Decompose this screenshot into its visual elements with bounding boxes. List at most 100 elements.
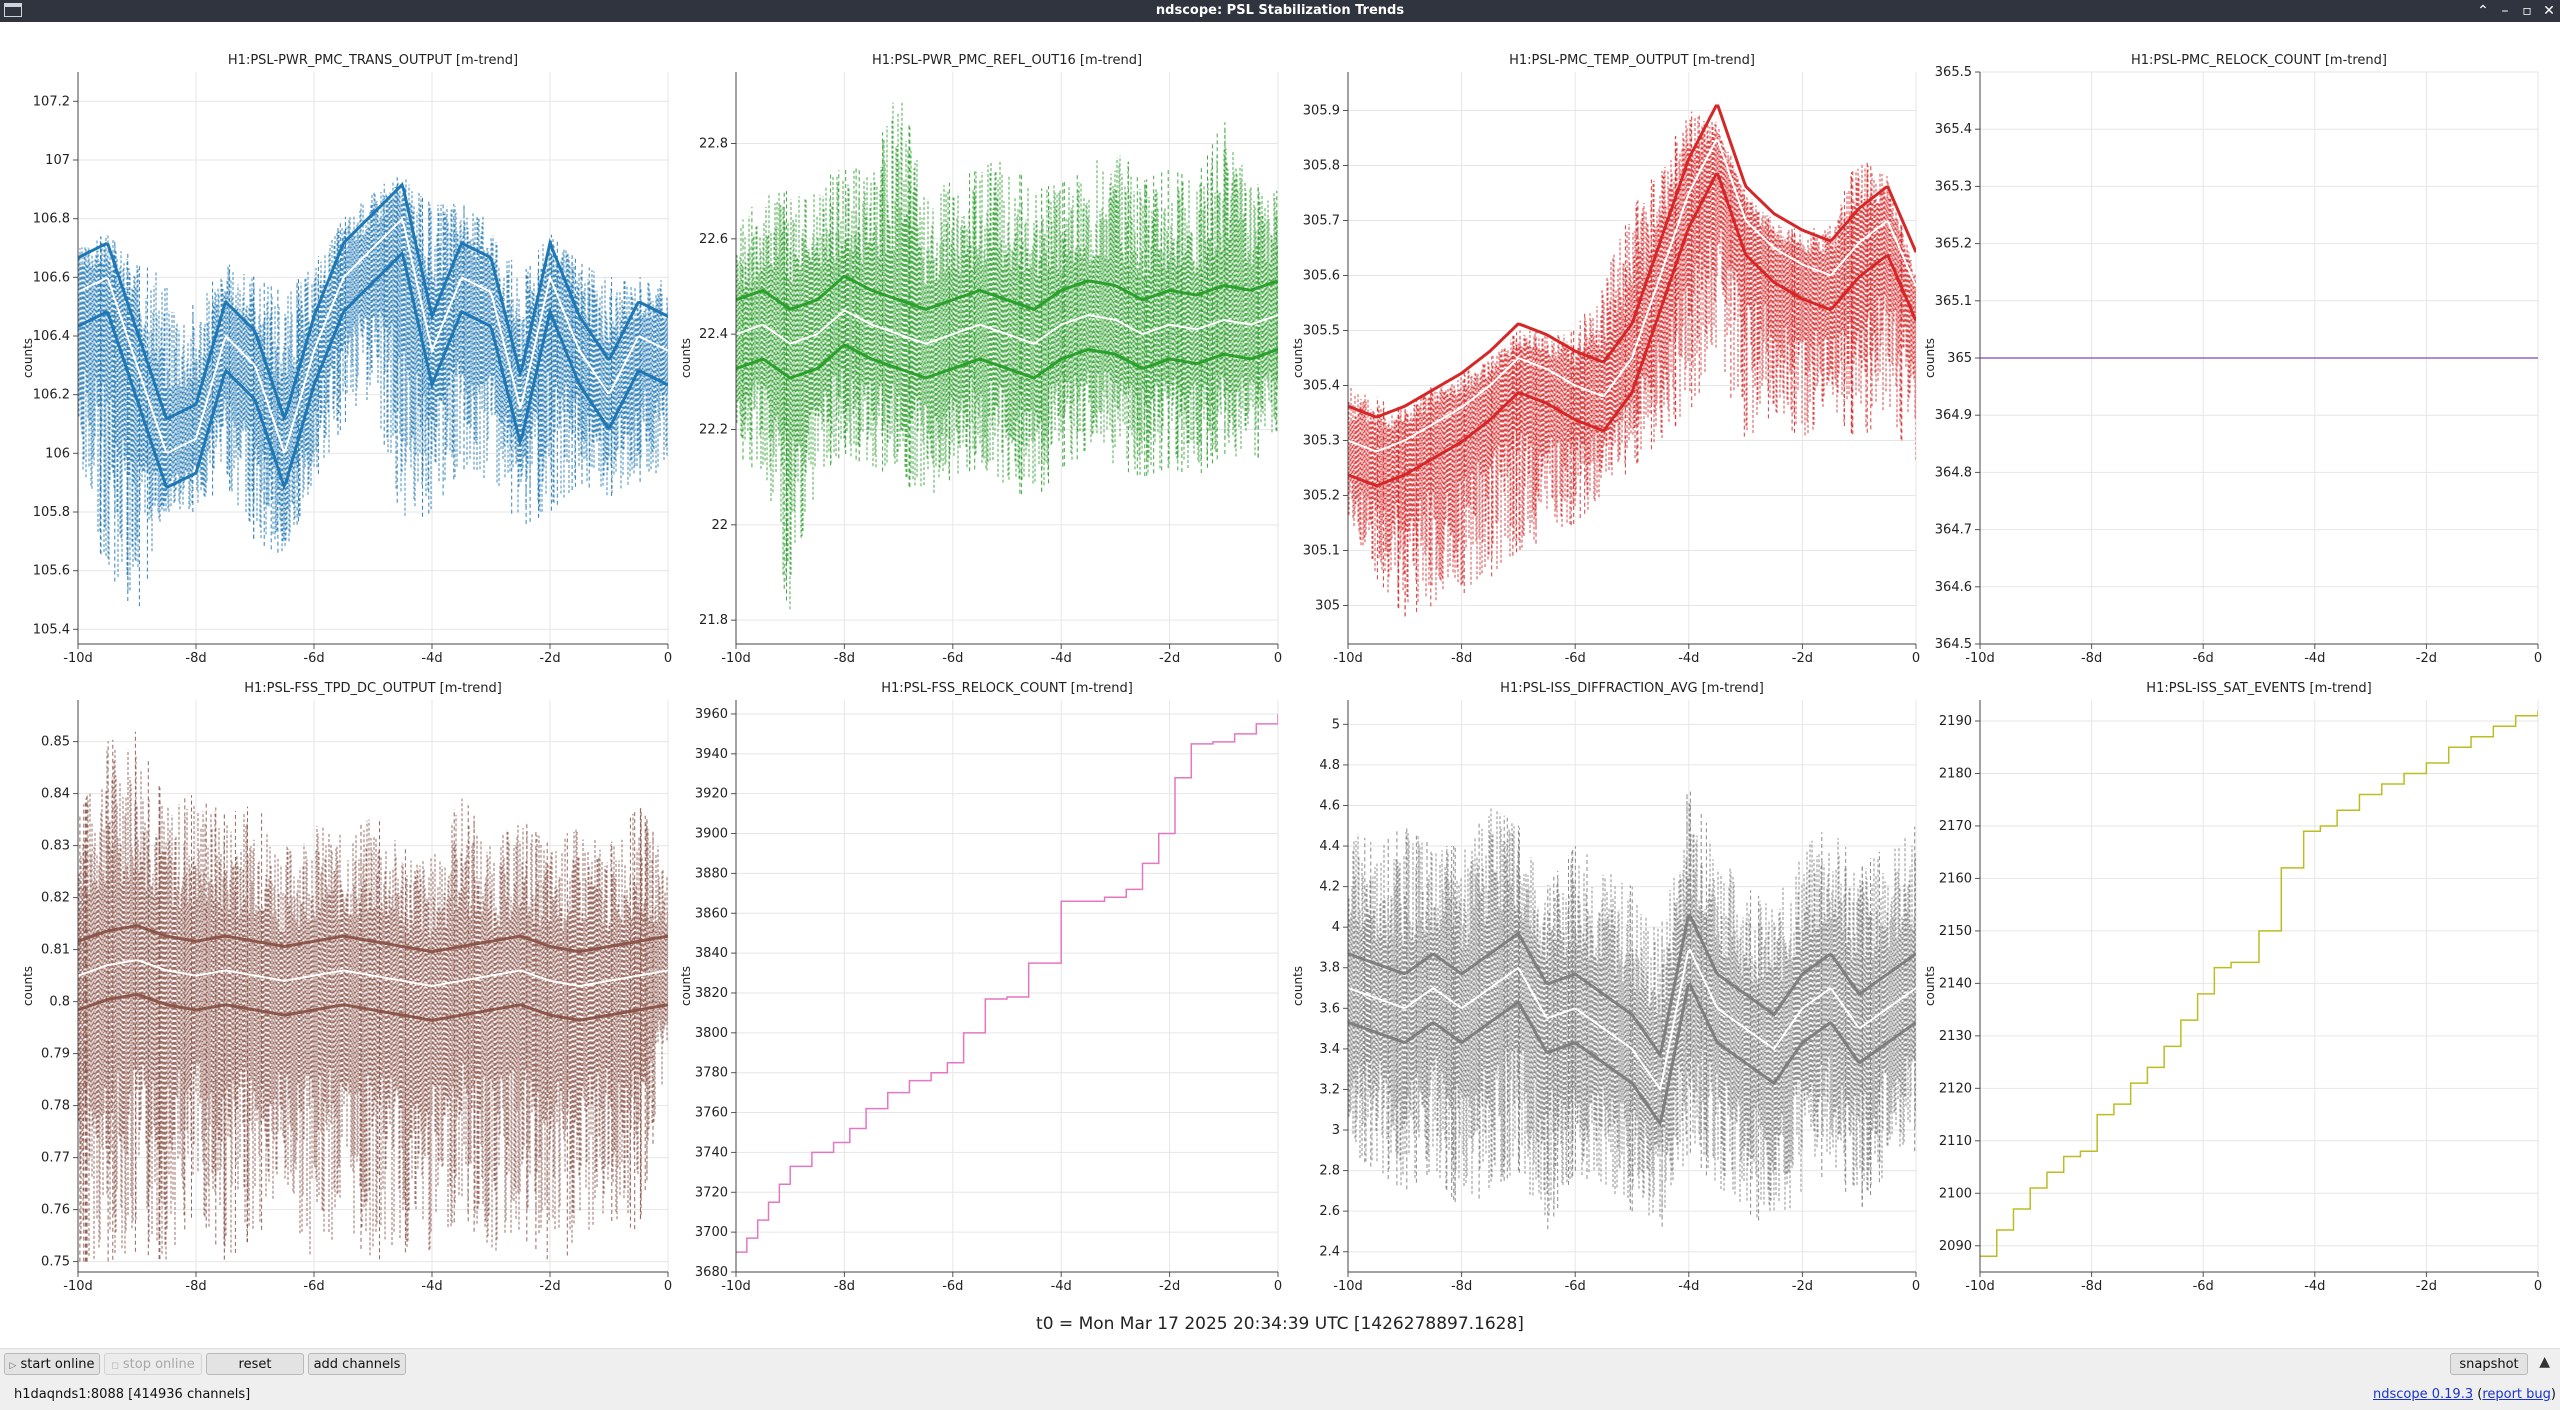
x-tick-label: 0 <box>664 1279 672 1294</box>
x-tick-label: 0 <box>2534 1279 2542 1294</box>
y-tick-label: 2130 <box>1939 1029 1972 1044</box>
y-tick-label: 0.78 <box>41 1099 70 1114</box>
x-tick-label: -2d <box>2416 1279 2437 1294</box>
series-mean-line <box>736 309 1278 345</box>
y-tick-label: 22.8 <box>699 137 728 152</box>
plot-panel[interactable]: H1:PSL-PMC_RELOCK_COUNT [m-trend] counts -… <box>1923 53 2542 666</box>
y-tick-label: 4.8 <box>1319 758 1340 773</box>
series-mean-line <box>78 959 668 988</box>
y-tick-label: 305.6 <box>1303 269 1340 284</box>
plot-title: H1:PSL-FSS_TPD_DC_OUTPUT [m-trend] <box>244 681 502 696</box>
y-tick-label: 364.9 <box>1935 408 1972 423</box>
plot-panel[interactable]: H1:PSL-FSS_RELOCK_COUNT [m-trend] counts -… <box>679 681 1282 1294</box>
y-tick-label: 3.2 <box>1319 1082 1340 1097</box>
window-keep-above-icon[interactable]: ⌃ <box>2477 3 2489 19</box>
x-tick-label: -8d <box>834 651 855 666</box>
plot-panel[interactable]: H1:PSL-PMC_TEMP_OUTPUT [m-trend] counts -1… <box>1291 53 1920 666</box>
y-tick-label: 106 <box>45 446 70 461</box>
y-tick-label: 2160 <box>1939 871 1972 886</box>
y-tick-label: 305.8 <box>1303 159 1340 174</box>
y-tick-label: 3700 <box>695 1225 728 1240</box>
plot-title: H1:PSL-PMC_TEMP_OUTPUT [m-trend] <box>1509 53 1755 68</box>
y-tick-label: 305.4 <box>1303 379 1340 394</box>
nds-server: h1daqnds1:8088 <box>14 1387 124 1402</box>
x-tick-label: -4d <box>421 651 442 666</box>
collapse-arrow-icon[interactable]: ▲ <box>2539 1354 2550 1370</box>
series-mean-line <box>78 924 668 954</box>
y-tick-label: 0.82 <box>41 891 70 906</box>
y-axis-label: counts <box>21 966 35 1006</box>
plot-panel[interactable]: H1:PSL-FSS_TPD_DC_OUTPUT [m-trend] counts… <box>21 681 672 1294</box>
plot-panel[interactable]: H1:PSL-PWR_PMC_REFL_OUT16 [m-trend] count… <box>679 53 1282 666</box>
y-tick-label: 364.6 <box>1935 580 1972 595</box>
x-tick-label: -8d <box>2081 651 2102 666</box>
plot-panel[interactable]: H1:PSL-PWR_PMC_TRANS_OUTPUT [m-trend] cou… <box>21 53 672 666</box>
x-tick-label: 0 <box>664 651 672 666</box>
plot-title: H1:PSL-ISS_DIFFRACTION_AVG [m-trend] <box>1500 681 1764 696</box>
ndscope-link[interactable]: ndscope 0.19.3 <box>2372 1387 2474 1402</box>
plot-data <box>1348 104 1916 617</box>
plot-data <box>1348 788 1916 1230</box>
y-tick-label: 2090 <box>1939 1239 1972 1254</box>
app-window-icon <box>4 3 22 17</box>
y-tick-label: 365.3 <box>1935 179 1972 194</box>
plot-panel[interactable]: H1:PSL-ISS_DIFFRACTION_AVG [m-trend] coun… <box>1291 681 1920 1294</box>
y-tick-label: 365 <box>1947 351 1972 366</box>
x-tick-label: -2d <box>1159 651 1180 666</box>
plot-panel[interactable]: H1:PSL-ISS_SAT_EVENTS [m-trend] counts -10… <box>1923 681 2542 1294</box>
y-tick-label: 4.2 <box>1319 880 1340 895</box>
x-tick-label: -10d <box>721 651 751 666</box>
add-channels-button[interactable]: add channels <box>308 1353 406 1375</box>
y-tick-label: 305.7 <box>1303 214 1340 229</box>
y-tick-label: 2150 <box>1939 924 1972 939</box>
y-tick-label: 0.83 <box>41 839 70 854</box>
y-tick-label: 365.4 <box>1935 122 1972 137</box>
series-step-line <box>736 713 1278 1253</box>
y-tick-label: 0.81 <box>41 943 70 958</box>
x-tick-label: -6d <box>1565 651 1586 666</box>
y-tick-label: 2190 <box>1939 714 1972 729</box>
y-axis-label: counts <box>679 338 693 378</box>
window-titlebar: ndscope: PSL Stabilization Trends ⌃ – ▫ … <box>0 0 2560 22</box>
window-maximize-icon[interactable]: ▫ <box>2522 3 2532 19</box>
y-tick-label: 105.8 <box>33 505 70 520</box>
y-tick-label: 2.6 <box>1319 1204 1340 1219</box>
y-tick-label: 2180 <box>1939 766 1972 781</box>
snapshot-button[interactable]: snapshot <box>2450 1353 2528 1375</box>
y-tick-label: 22.4 <box>699 327 728 342</box>
reset-button[interactable]: reset <box>206 1353 304 1375</box>
x-tick-label: 0 <box>1274 1279 1282 1294</box>
x-tick-label: -4d <box>2304 1279 2325 1294</box>
start-online-button[interactable]: ▷ start online <box>4 1353 100 1375</box>
y-tick-label: 3.8 <box>1319 961 1340 976</box>
stop-online-label: stop online <box>122 1357 195 1372</box>
series-spikes <box>742 122 1278 601</box>
y-tick-label: 22.2 <box>699 423 728 438</box>
series-mean-line <box>78 250 668 491</box>
series-mean-line <box>1348 913 1916 1059</box>
y-axis-label: counts <box>679 966 693 1006</box>
y-tick-label: 2.4 <box>1319 1245 1340 1260</box>
y-tick-label: 0.75 <box>41 1255 70 1270</box>
x-tick-label: -6d <box>303 651 324 666</box>
plot-data <box>78 731 668 1262</box>
stop-icon: ◻ <box>111 1361 119 1371</box>
y-tick-label: 365.2 <box>1935 237 1972 252</box>
series-mean-line <box>736 343 1278 380</box>
x-tick-label: -8d <box>1451 651 1472 666</box>
y-tick-label: 0.85 <box>41 735 70 750</box>
report-bug-link[interactable]: report bug <box>2482 1387 2551 1402</box>
series-mean-line <box>1348 173 1916 488</box>
series-spikes <box>1376 111 1903 617</box>
stop-online-button[interactable]: ◻ stop online <box>104 1353 202 1375</box>
x-tick-label: 0 <box>2534 651 2542 666</box>
y-axis-label: counts <box>21 338 35 378</box>
y-tick-label: 105.4 <box>33 622 70 637</box>
series-mean-line <box>78 217 668 455</box>
x-tick-label: -6d <box>2193 1279 2214 1294</box>
window-close-icon[interactable]: ✕ <box>2543 3 2555 19</box>
x-tick-label: -10d <box>63 1279 93 1294</box>
window-minimize-icon[interactable]: – <box>2501 3 2509 19</box>
plot-data <box>736 101 1278 610</box>
x-tick-label: -6d <box>942 1279 963 1294</box>
